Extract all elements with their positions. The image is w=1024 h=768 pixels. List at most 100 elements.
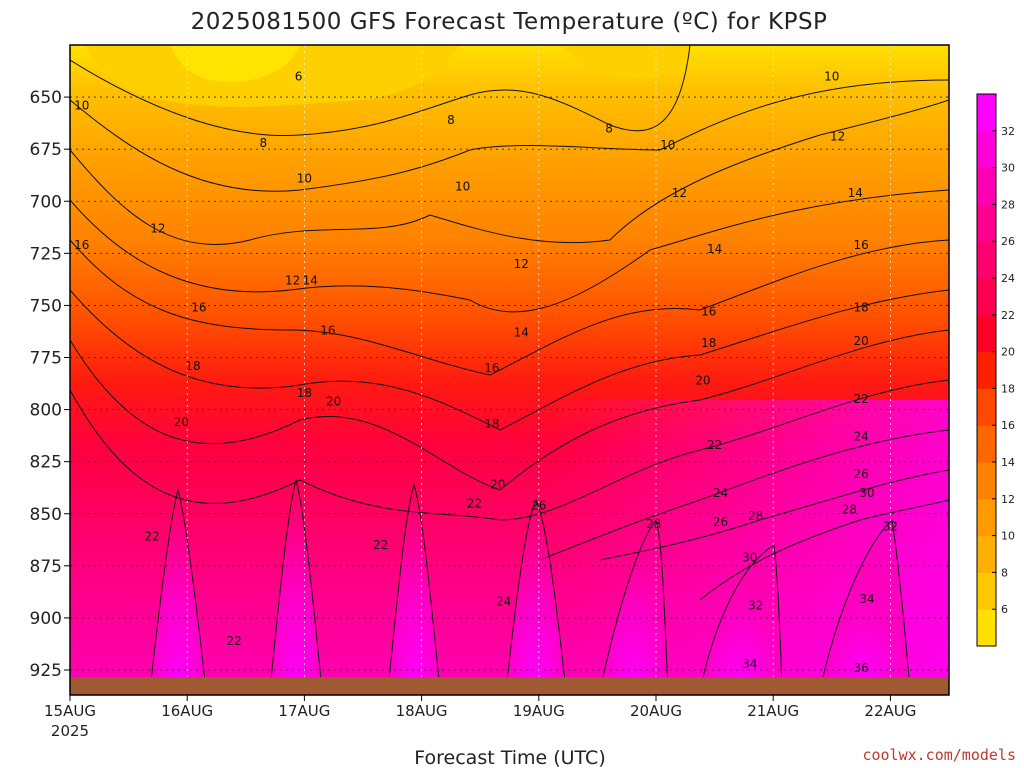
x-axis: 15AUG 2025 16AUG 17AUG 18AUG 19AUG 20AUG 21AUG 2…	[44, 695, 916, 740]
contour-label: 20	[853, 334, 868, 348]
grid-lines	[70, 45, 949, 695]
contour-label: 30	[859, 486, 874, 500]
contour-label: 22	[707, 438, 722, 452]
colorbar-tick-label: 26	[1001, 235, 1015, 248]
x-tick-label: 21AUG	[747, 702, 799, 720]
contour-label: 22	[853, 392, 868, 406]
colorbar-tick-label: 24	[1001, 272, 1015, 285]
contour-line-16	[70, 239, 949, 376]
contour-label: 12	[514, 257, 529, 271]
contour-label: 12	[830, 130, 845, 144]
y-tick-label: 925	[30, 661, 62, 681]
colorbar-segment	[977, 94, 996, 132]
contour-label: 14	[303, 273, 318, 287]
x-tick-label: 15AUG	[44, 702, 96, 720]
colorbar-segment	[977, 572, 996, 610]
colorbar-tick-label: 16	[1001, 419, 1015, 432]
contour-label: 12	[150, 221, 165, 235]
y-axis: 650 675 700 725 750 775 800 825 850 875 900 925	[30, 88, 70, 681]
contour-line-24	[539, 429, 949, 561]
colorbar-tick-label: 8	[1001, 566, 1008, 579]
contour-label: 30	[742, 551, 757, 565]
colorbar-segment	[977, 278, 996, 316]
colorbar-segment	[977, 498, 996, 537]
contour-label: 10	[660, 138, 675, 152]
contour-label: 12	[672, 186, 687, 200]
contour-label: 18	[185, 359, 200, 373]
x-tick-label: 17AUG	[278, 702, 330, 720]
contour-label: 20	[326, 394, 341, 408]
pulse-day3	[387, 483, 441, 691]
contour-label: 8	[260, 136, 268, 150]
x-tick-label: 20AUG	[630, 702, 682, 720]
colorbar-segment	[977, 314, 996, 353]
contour-label: 10	[297, 171, 312, 185]
terrain-strip	[70, 677, 949, 695]
y-tick-label: 675	[30, 140, 62, 160]
colorbar-tick-label: 22	[1001, 309, 1015, 322]
contour-label: 8	[447, 113, 455, 127]
contour-label: 22	[467, 496, 482, 510]
contour-label: 24	[853, 430, 868, 444]
colorbar-segment	[977, 462, 996, 500]
contour-label: 26	[713, 515, 728, 529]
y-tick-label: 775	[30, 349, 62, 369]
y-tick-label: 750	[30, 296, 62, 316]
contour-label: 34	[859, 592, 874, 606]
contour-label: 36	[853, 661, 868, 675]
pulse-day1	[149, 488, 207, 691]
contour-label: 32	[748, 598, 763, 612]
y-tick-label: 650	[30, 88, 62, 108]
contour-label: 8	[605, 121, 613, 135]
colorbar-segment	[977, 609, 996, 647]
cool-pocket-top-mid	[560, 45, 690, 79]
chart-title: 2025081500 GFS Forecast Temperature (ºC)…	[191, 9, 828, 35]
contour-label: 10	[74, 98, 89, 112]
contour-label: 16	[320, 323, 335, 337]
contour-label: 16	[74, 238, 89, 252]
contour-label: 32	[883, 519, 898, 533]
y-tick-label: 725	[30, 244, 62, 264]
warm-air-overlay	[70, 400, 949, 695]
pulse-day2	[269, 478, 323, 691]
credit-text: coolwx.com/models	[862, 746, 1016, 764]
pulse-day6	[699, 544, 783, 691]
colorbar-tick-label: 28	[1001, 198, 1015, 211]
contour-line-14	[70, 189, 949, 313]
colorbar-tick-label: 12	[1001, 493, 1015, 506]
contour-label: 28	[748, 509, 763, 523]
colorbar-tick-label: 20	[1001, 346, 1015, 359]
contour-label: 34	[742, 657, 757, 671]
contour-label: 18	[853, 301, 868, 315]
contour-label: 14	[848, 186, 863, 200]
contour-label: 24	[713, 486, 728, 500]
y-tick-label: 700	[30, 192, 62, 212]
pulse-day7	[819, 518, 911, 691]
pulse-day4	[505, 498, 567, 691]
contour-label: 20	[174, 415, 189, 429]
contour-label: 16	[484, 361, 499, 375]
colorbar-tick-label: 10	[1001, 530, 1015, 543]
contour-line-10	[70, 79, 949, 192]
contour-line-22	[70, 379, 949, 521]
contour-label: 14	[707, 242, 722, 256]
contour-label: 10	[455, 180, 470, 194]
colorbar-tick-label: 14	[1001, 456, 1015, 469]
y-tick-label: 875	[30, 557, 62, 577]
contour-label: 28	[842, 503, 857, 517]
colorbar-segment	[977, 388, 996, 426]
contour-label: 22	[144, 530, 159, 544]
cool-pocket-core	[170, 45, 300, 82]
y-tick-label: 800	[30, 401, 62, 421]
contour-label: 22	[373, 538, 388, 552]
contour-label: 16	[853, 238, 868, 252]
contour-label: 26	[853, 467, 868, 481]
colorbar: 6 8 10 12 14 16 18 20 22 24 26 28 30 32	[976, 93, 1015, 647]
contour-label: 16	[701, 305, 716, 319]
contour-label: 16	[191, 301, 206, 315]
colorbar-tick-label: 30	[1001, 162, 1015, 175]
contour-label: 12	[285, 273, 300, 287]
x-tick-label: 18AUG	[396, 702, 448, 720]
contour-label: 20	[490, 478, 505, 492]
